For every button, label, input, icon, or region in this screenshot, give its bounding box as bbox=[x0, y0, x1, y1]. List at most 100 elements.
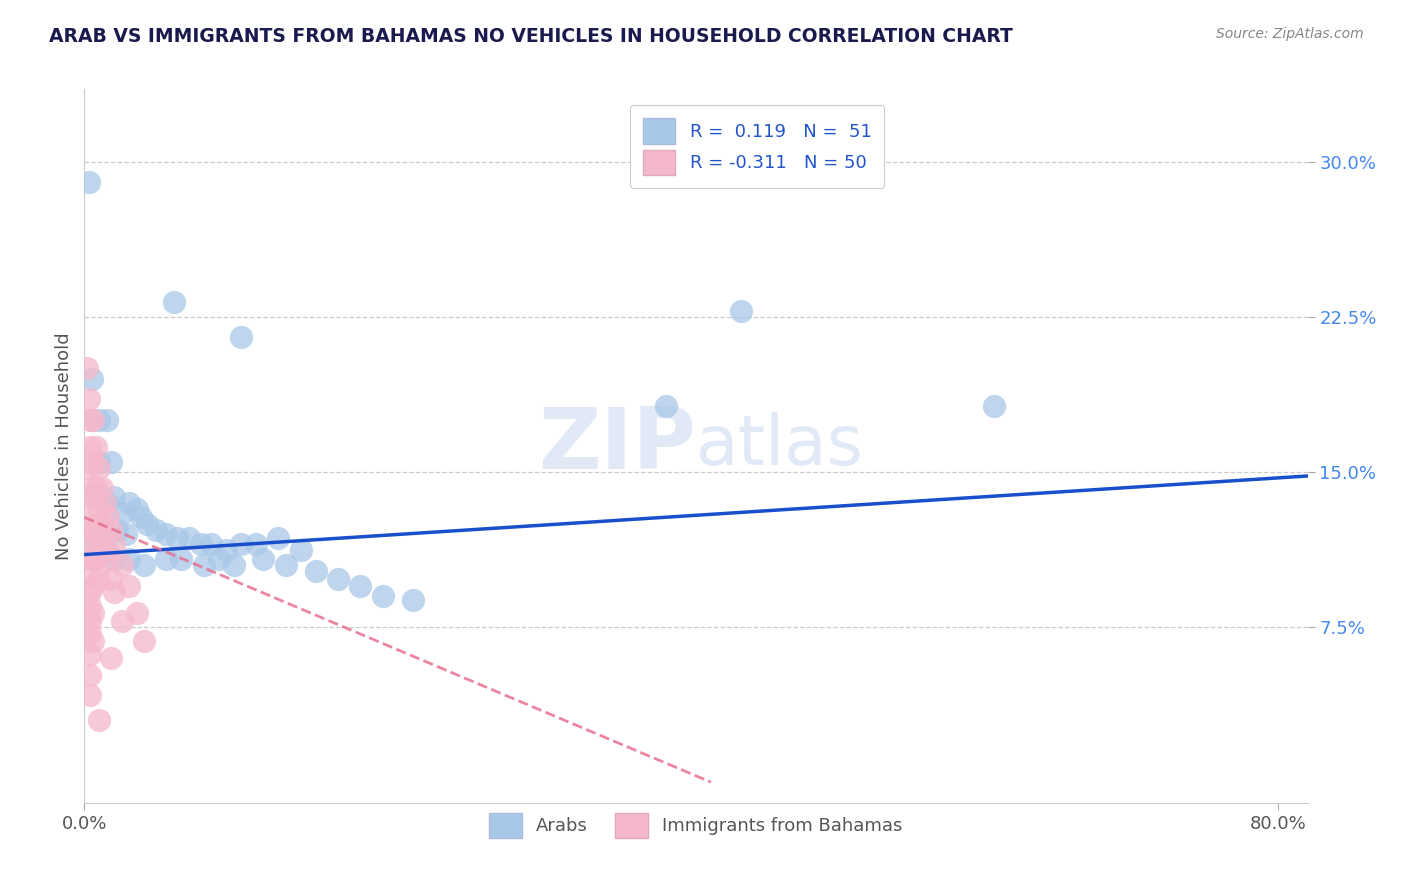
Point bbox=[267, 531, 290, 545]
Point bbox=[326, 573, 349, 587]
Point bbox=[401, 593, 423, 607]
Point bbox=[79, 626, 101, 640]
Point bbox=[105, 523, 128, 537]
Point bbox=[94, 543, 117, 558]
Point bbox=[89, 454, 111, 468]
Point bbox=[115, 527, 138, 541]
Point bbox=[222, 558, 245, 572]
Point bbox=[132, 634, 155, 648]
Point bbox=[77, 175, 100, 189]
Point bbox=[82, 579, 104, 593]
Point bbox=[371, 589, 394, 603]
Point bbox=[252, 551, 274, 566]
Point bbox=[655, 399, 678, 413]
Point bbox=[89, 713, 111, 727]
Point bbox=[111, 506, 134, 520]
Point bbox=[82, 454, 104, 468]
Point bbox=[76, 361, 98, 376]
Point bbox=[290, 543, 312, 558]
Point bbox=[170, 551, 193, 566]
Point bbox=[80, 413, 103, 427]
Point bbox=[229, 330, 252, 344]
Point bbox=[82, 551, 104, 566]
Point bbox=[190, 537, 212, 551]
Point bbox=[96, 413, 118, 427]
Point bbox=[111, 558, 134, 572]
Point bbox=[79, 647, 101, 661]
Point bbox=[94, 496, 117, 510]
Point bbox=[96, 543, 118, 558]
Point bbox=[89, 516, 111, 531]
Point bbox=[177, 531, 200, 545]
Point bbox=[100, 573, 122, 587]
Point bbox=[79, 537, 101, 551]
Point bbox=[96, 496, 118, 510]
Point bbox=[100, 454, 122, 468]
Point bbox=[77, 392, 100, 407]
Point bbox=[89, 502, 111, 516]
Point bbox=[79, 413, 101, 427]
Point bbox=[84, 485, 107, 500]
Point bbox=[166, 531, 188, 545]
Point bbox=[79, 568, 101, 582]
Point bbox=[145, 523, 167, 537]
Legend: Arabs, Immigrants from Bahamas: Arabs, Immigrants from Bahamas bbox=[481, 804, 911, 847]
Point bbox=[155, 551, 177, 566]
Point bbox=[118, 579, 141, 593]
Point bbox=[129, 510, 152, 524]
Point bbox=[304, 564, 326, 578]
Point bbox=[79, 551, 101, 566]
Text: atlas: atlas bbox=[696, 412, 863, 480]
Point bbox=[245, 537, 267, 551]
Point bbox=[79, 584, 101, 599]
Point bbox=[103, 551, 125, 566]
Point bbox=[79, 614, 101, 628]
Point bbox=[79, 667, 101, 681]
Point bbox=[229, 537, 252, 551]
Point bbox=[207, 551, 229, 566]
Point bbox=[91, 516, 114, 531]
Point bbox=[89, 573, 111, 587]
Point bbox=[118, 551, 141, 566]
Point bbox=[82, 606, 104, 620]
Point bbox=[89, 537, 111, 551]
Point bbox=[274, 558, 297, 572]
Point bbox=[200, 537, 222, 551]
Point bbox=[82, 490, 104, 504]
Text: Source: ZipAtlas.com: Source: ZipAtlas.com bbox=[1216, 27, 1364, 41]
Point bbox=[193, 558, 215, 572]
Point bbox=[82, 523, 104, 537]
Point bbox=[79, 599, 101, 614]
Point bbox=[79, 688, 101, 702]
Point bbox=[100, 651, 122, 665]
Point bbox=[125, 606, 148, 620]
Point bbox=[118, 496, 141, 510]
Point bbox=[79, 440, 101, 454]
Point bbox=[163, 295, 186, 310]
Point bbox=[103, 537, 125, 551]
Point bbox=[125, 502, 148, 516]
Point bbox=[79, 523, 101, 537]
Point bbox=[79, 460, 101, 475]
Point bbox=[82, 413, 104, 427]
Point bbox=[132, 558, 155, 572]
Y-axis label: No Vehicles in Household: No Vehicles in Household bbox=[55, 332, 73, 560]
Point bbox=[730, 303, 752, 318]
Text: ARAB VS IMMIGRANTS FROM BAHAMAS NO VEHICLES IN HOUSEHOLD CORRELATION CHART: ARAB VS IMMIGRANTS FROM BAHAMAS NO VEHIC… bbox=[49, 27, 1014, 45]
Point bbox=[89, 460, 111, 475]
Point bbox=[80, 372, 103, 386]
Point bbox=[103, 584, 125, 599]
Point bbox=[100, 523, 122, 537]
Point bbox=[111, 614, 134, 628]
Point bbox=[349, 579, 371, 593]
Text: ZIP: ZIP bbox=[538, 404, 696, 488]
Point bbox=[97, 510, 120, 524]
Point bbox=[84, 537, 107, 551]
Point bbox=[84, 516, 107, 531]
Point bbox=[82, 634, 104, 648]
Point bbox=[89, 413, 111, 427]
Point bbox=[84, 551, 107, 566]
Point bbox=[155, 527, 177, 541]
Point bbox=[215, 543, 238, 558]
Point bbox=[84, 440, 107, 454]
